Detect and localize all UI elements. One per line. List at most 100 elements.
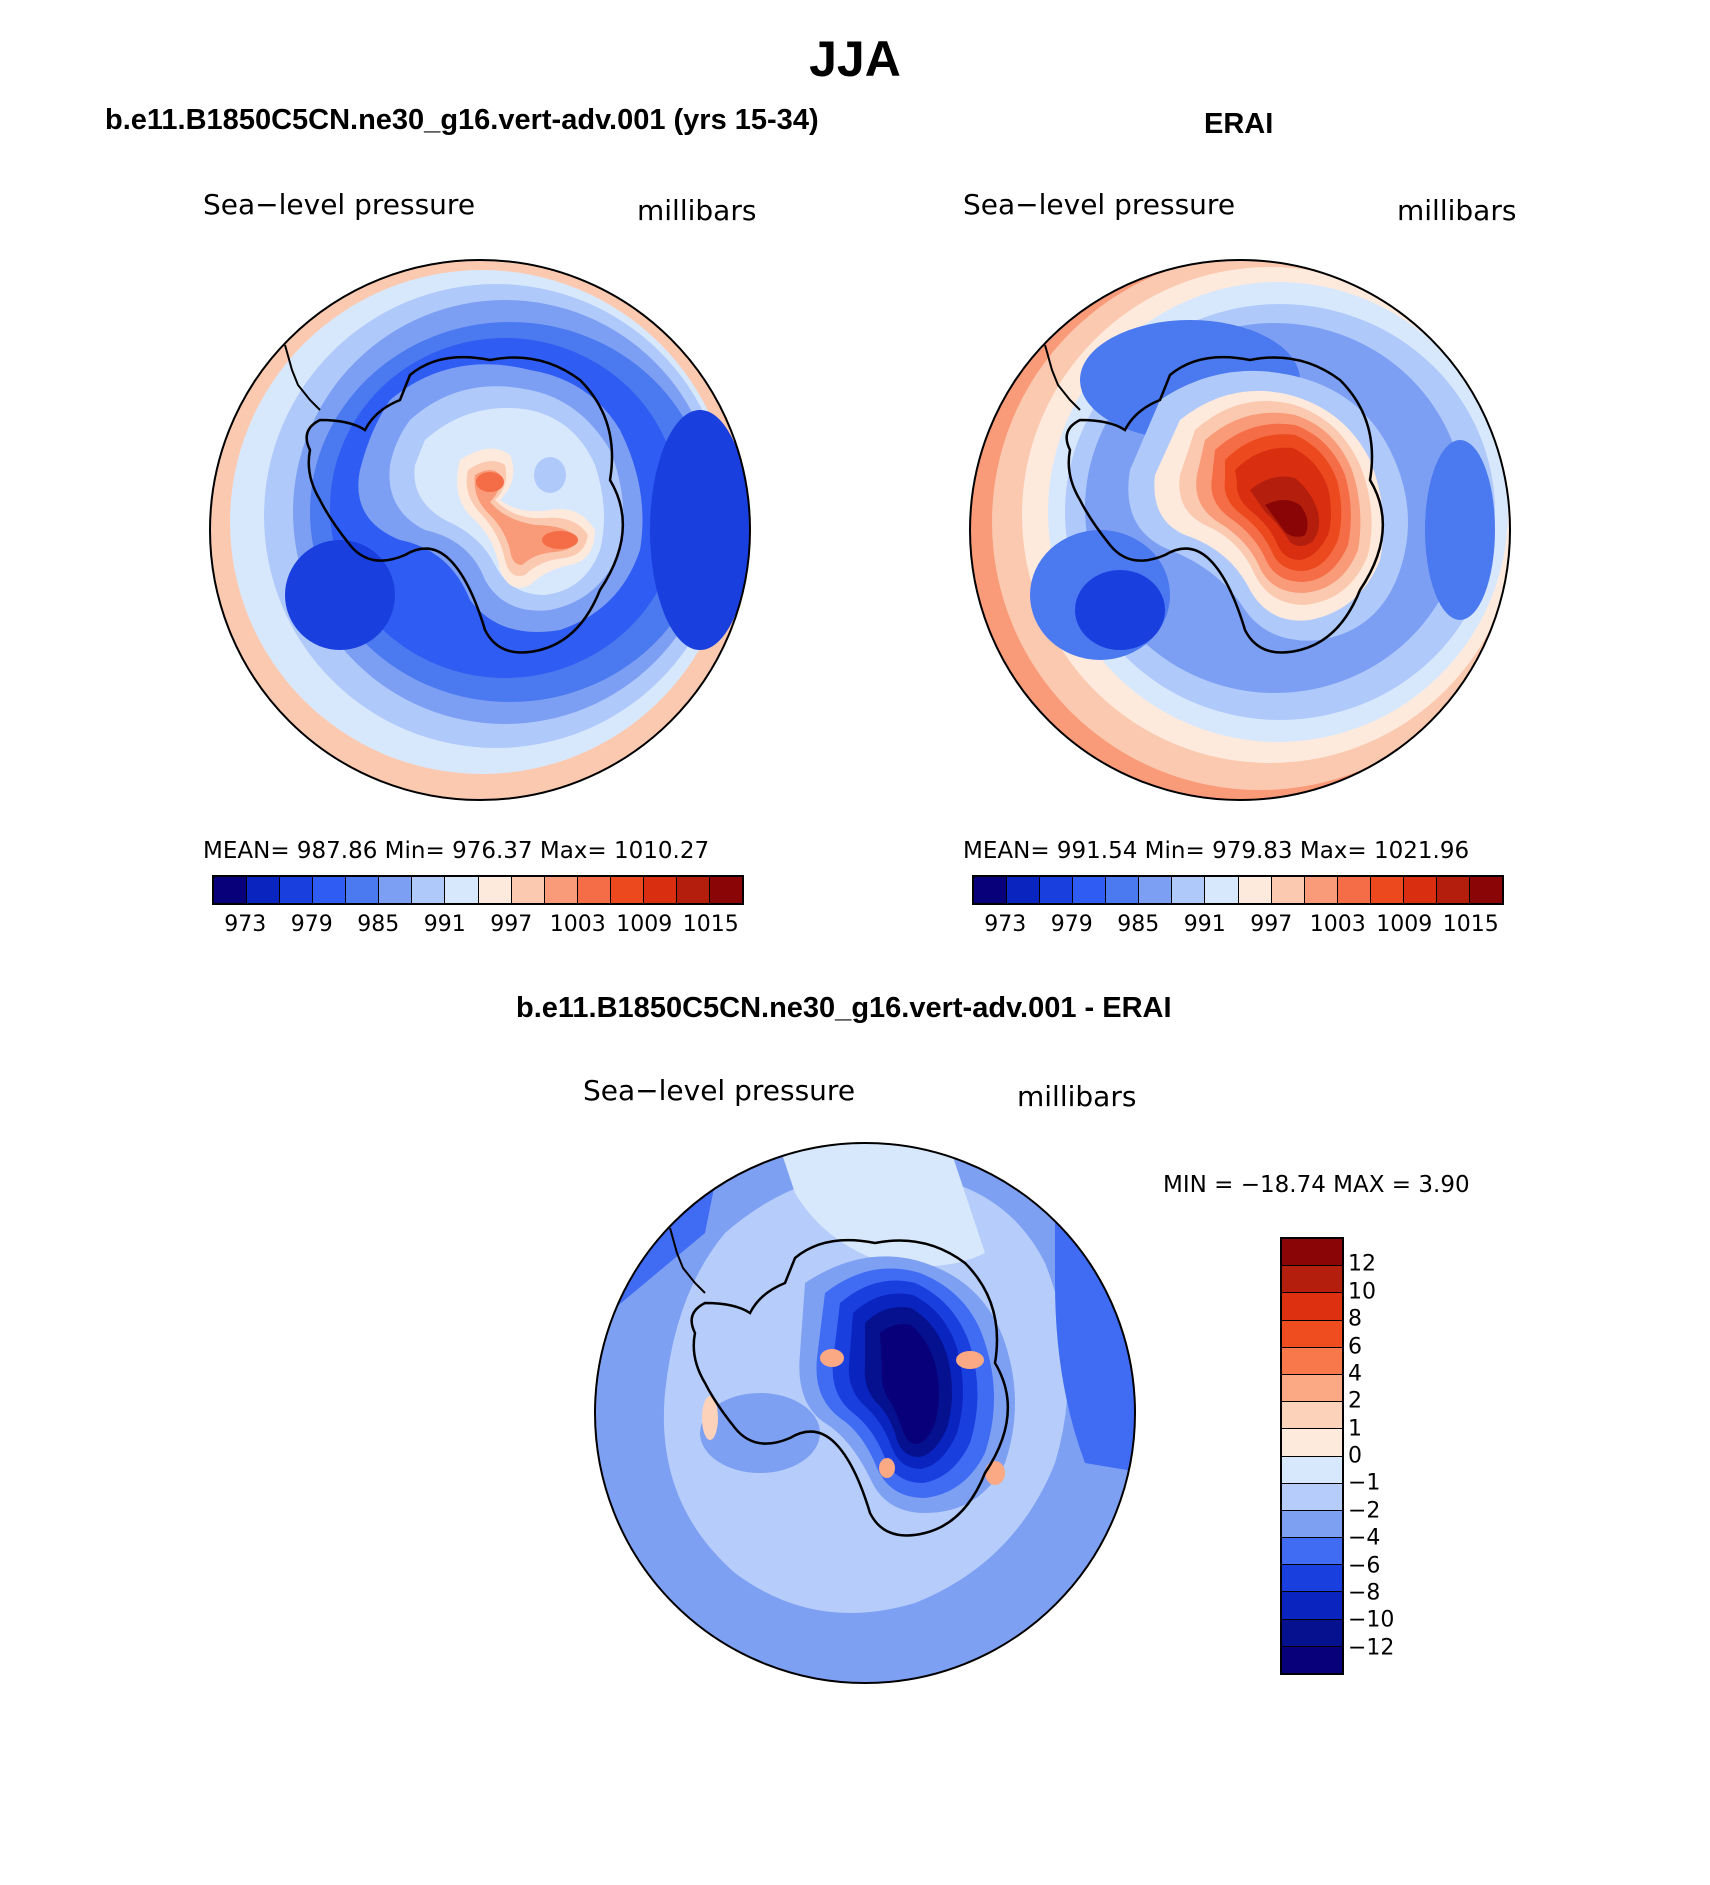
colorbar-swatch bbox=[1073, 877, 1107, 903]
panel1-units-label: millibars bbox=[637, 194, 757, 227]
colorbar-tick-label: 985 bbox=[1117, 912, 1160, 937]
diff-colorbar-tick-label: −12 bbox=[1348, 1635, 1395, 1661]
diff-colorbar-swatch bbox=[1282, 1293, 1342, 1321]
diff-colorbar-tick-label: 1 bbox=[1348, 1416, 1362, 1442]
diff-colorbar-swatch bbox=[1282, 1266, 1342, 1294]
colorbar-swatch bbox=[1007, 877, 1041, 903]
colorbar-swatch bbox=[313, 877, 347, 903]
diff-colorbar-tick-label: 10 bbox=[1348, 1279, 1376, 1305]
panel1-subtitle: b.e11.B1850C5CN.ne30_g16.vert-adv.001 (y… bbox=[105, 104, 819, 136]
diff-colorbar-tick-label: 12 bbox=[1348, 1251, 1376, 1277]
diff-colorbar-swatch bbox=[1282, 1646, 1342, 1673]
colorbar-tick-label: 979 bbox=[1050, 912, 1093, 937]
panel1-colorbar bbox=[212, 875, 744, 905]
colorbar-tick-label: 991 bbox=[1183, 912, 1226, 937]
colorbar-swatch bbox=[544, 877, 578, 903]
colorbar-swatch bbox=[1040, 877, 1074, 903]
colorbar-swatch bbox=[577, 877, 611, 903]
colorbar-tick-label: 979 bbox=[290, 912, 333, 937]
colorbar-swatch bbox=[974, 877, 1008, 903]
diff-units-label: millibars bbox=[1017, 1080, 1137, 1113]
diff-colorbar-tick-label: 6 bbox=[1348, 1334, 1362, 1359]
colorbar-tick-label: 1015 bbox=[682, 912, 739, 937]
colorbar-swatch bbox=[412, 877, 446, 903]
diff-colorbar-swatch bbox=[1282, 1239, 1342, 1267]
diff-subtitle: b.e11.B1850C5CN.ne30_g16.vert-adv.001 - … bbox=[516, 992, 1172, 1024]
panel1-map bbox=[209, 259, 751, 801]
colorbar-swatch bbox=[676, 877, 710, 903]
colorbar-swatch bbox=[1172, 877, 1206, 903]
colorbar-swatch bbox=[1205, 877, 1239, 903]
colorbar-tick-label: 1009 bbox=[616, 912, 673, 937]
colorbar-swatch bbox=[247, 877, 281, 903]
colorbar-swatch bbox=[280, 877, 314, 903]
colorbar-swatch bbox=[214, 877, 248, 903]
diff-colorbar-tick-label: −4 bbox=[1348, 1525, 1381, 1551]
colorbar-tick-label: 1003 bbox=[549, 912, 606, 937]
diff-colorbar-swatch bbox=[1282, 1483, 1342, 1511]
colorbar-tick-label: 997 bbox=[1250, 912, 1293, 937]
colorbar-tick-label: 973 bbox=[224, 912, 267, 937]
colorbar-swatch bbox=[610, 877, 644, 903]
panel2-map bbox=[969, 259, 1511, 801]
diff-colorbar-swatch bbox=[1282, 1402, 1342, 1430]
panel2-colorbar-ticks: 973 979 985 991 997 1003 1009 1015 bbox=[972, 912, 1504, 942]
colorbar-swatch bbox=[445, 877, 479, 903]
diff-map bbox=[594, 1142, 1136, 1684]
panel2-stats: MEAN= 991.54 Min= 979.83 Max= 1021.96 bbox=[963, 838, 1470, 864]
diff-variable-label: Sea−level pressure bbox=[583, 1074, 856, 1107]
diff-minmax: MIN = −18.74 MAX = 3.90 bbox=[1163, 1172, 1470, 1198]
panel2-units-label: millibars bbox=[1397, 194, 1517, 227]
diff-map-border bbox=[594, 1142, 1136, 1684]
colorbar-swatch bbox=[379, 877, 413, 903]
colorbar-swatch bbox=[1403, 877, 1437, 903]
panel1-map-border bbox=[209, 259, 751, 801]
colorbar-swatch bbox=[1106, 877, 1140, 903]
colorbar-swatch bbox=[346, 877, 380, 903]
diff-colorbar-swatch bbox=[1282, 1347, 1342, 1375]
page-title: JJA bbox=[809, 31, 901, 87]
diff-colorbar-tick-label: −2 bbox=[1348, 1498, 1381, 1524]
panel2-variable-label: Sea−level pressure bbox=[963, 188, 1236, 221]
panel2-map-border bbox=[969, 259, 1511, 801]
colorbar-tick-label: 991 bbox=[423, 912, 466, 937]
colorbar-swatch bbox=[1304, 877, 1338, 903]
diff-colorbar-tick-label: −1 bbox=[1348, 1470, 1381, 1496]
colorbar-tick-label: 973 bbox=[984, 912, 1027, 937]
colorbar-swatch bbox=[1238, 877, 1272, 903]
colorbar-swatch bbox=[709, 877, 742, 903]
colorbar-swatch bbox=[511, 877, 545, 903]
diff-colorbar-swatch bbox=[1282, 1320, 1342, 1348]
diff-colorbar-swatch bbox=[1282, 1592, 1342, 1620]
panel2-colorbar bbox=[972, 875, 1504, 905]
diff-colorbar-tick-label: −10 bbox=[1348, 1607, 1395, 1633]
colorbar-tick-label: 1009 bbox=[1376, 912, 1433, 937]
diff-colorbar-swatch bbox=[1282, 1374, 1342, 1403]
diff-colorbar-tick-label: 4 bbox=[1348, 1361, 1362, 1387]
panel1-stats: MEAN= 987.86 Min= 976.37 Max= 1010.27 bbox=[203, 838, 710, 864]
colorbar-swatch bbox=[643, 877, 677, 903]
colorbar-swatch bbox=[1436, 877, 1470, 903]
colorbar-tick-label: 985 bbox=[357, 912, 400, 937]
diff-colorbar-tick-label: 2 bbox=[1348, 1388, 1362, 1414]
diff-colorbar-swatch bbox=[1282, 1510, 1342, 1539]
diff-colorbar-tick-label: −8 bbox=[1348, 1580, 1381, 1606]
panel1-colorbar-ticks: 973 979 985 991 997 1003 1009 1015 bbox=[212, 912, 744, 942]
diff-colorbar-swatch bbox=[1282, 1538, 1342, 1566]
colorbar-tick-label: 1015 bbox=[1442, 912, 1499, 937]
colorbar-tick-label: 997 bbox=[490, 912, 533, 937]
diff-colorbar-swatch bbox=[1282, 1619, 1342, 1647]
diff-colorbar-swatch bbox=[1282, 1456, 1342, 1484]
diff-colorbar-tick-label: −6 bbox=[1348, 1553, 1381, 1578]
colorbar-swatch bbox=[1337, 877, 1371, 903]
diff-colorbar-tick-label: 0 bbox=[1348, 1443, 1362, 1469]
panel1-variable-label: Sea−level pressure bbox=[203, 188, 476, 221]
colorbar-tick-label: 1003 bbox=[1309, 912, 1366, 937]
diff-colorbar bbox=[1280, 1237, 1344, 1675]
colorbar-swatch bbox=[1370, 877, 1404, 903]
panel2-subtitle: ERAI bbox=[1204, 108, 1274, 140]
colorbar-swatch bbox=[478, 877, 512, 903]
colorbar-swatch bbox=[1139, 877, 1173, 903]
diff-colorbar-swatch bbox=[1282, 1565, 1342, 1593]
colorbar-swatch bbox=[1271, 877, 1305, 903]
